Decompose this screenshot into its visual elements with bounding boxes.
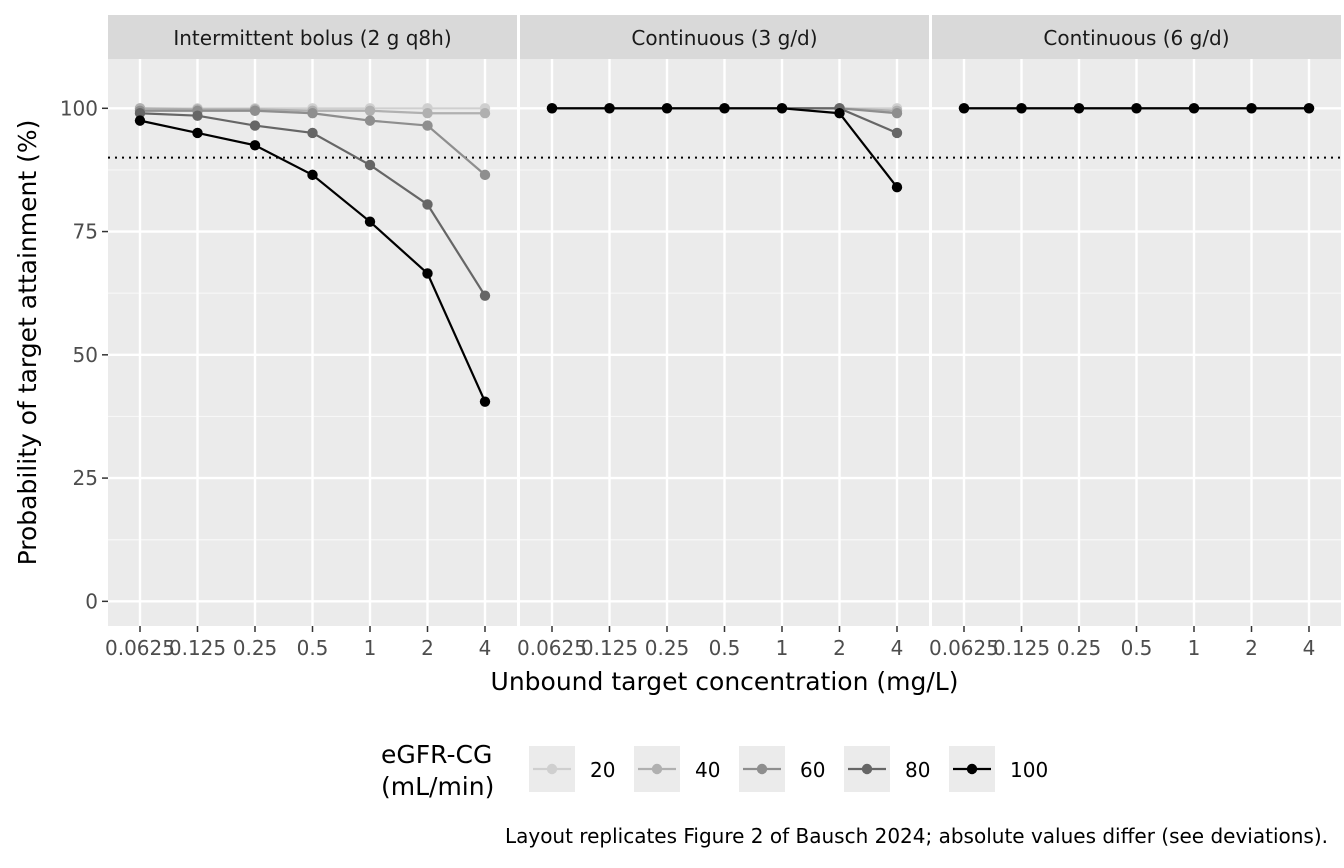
x-tick-label: 2 bbox=[833, 636, 846, 660]
data-point-100 bbox=[422, 268, 433, 279]
facet-strip bbox=[520, 15, 929, 59]
data-point-80 bbox=[891, 127, 903, 139]
x-tick-label: 0.5 bbox=[297, 636, 329, 660]
data-point-40 bbox=[364, 105, 376, 116]
data-point-100 bbox=[479, 396, 491, 407]
legend-title: eGFR-CG bbox=[381, 740, 492, 769]
y-tick-label: 75 bbox=[73, 220, 98, 244]
data-point-100 bbox=[958, 103, 970, 114]
data-point-60 bbox=[364, 115, 376, 126]
data-point-100 bbox=[364, 216, 376, 227]
legend-key-point bbox=[966, 763, 978, 775]
x-axis-title: Unbound target concentration (mg/L) bbox=[491, 667, 959, 696]
facet-title: Intermittent bolus (2 g q8h) bbox=[173, 26, 451, 50]
x-tick-label: 0.5 bbox=[709, 636, 741, 660]
x-tick-label: 0.125 bbox=[993, 636, 1050, 660]
x-tick-label: 4 bbox=[1303, 636, 1316, 660]
facet-strip bbox=[108, 15, 517, 59]
data-point-40 bbox=[422, 108, 433, 119]
x-tick-label: 0.25 bbox=[1057, 636, 1102, 660]
x-tick-label: 1 bbox=[776, 636, 789, 660]
y-tick-label: 100 bbox=[60, 96, 98, 120]
x-tick-label: 2 bbox=[1245, 636, 1258, 660]
data-point-100 bbox=[1131, 103, 1142, 114]
caption: Layout replicates Figure 2 of Bausch 202… bbox=[505, 824, 1328, 848]
legend-title: (mL/min) bbox=[381, 772, 494, 801]
legend-label: 80 bbox=[905, 758, 930, 782]
x-tick-label: 0.25 bbox=[645, 636, 690, 660]
data-point-100 bbox=[834, 108, 845, 119]
legend-key-point bbox=[546, 763, 558, 775]
data-point-60 bbox=[422, 120, 433, 131]
data-point-100 bbox=[1188, 103, 1200, 114]
facet-title: Continuous (6 g/d) bbox=[1043, 26, 1229, 50]
data-point-60 bbox=[249, 105, 261, 116]
x-tick-label: 1 bbox=[1188, 636, 1201, 660]
data-point-80 bbox=[192, 110, 203, 121]
data-point-100 bbox=[891, 181, 903, 193]
facet-title: Continuous (3 g/d) bbox=[631, 26, 817, 50]
x-tick-label: 0.25 bbox=[233, 636, 278, 660]
y-tick-label: 50 bbox=[73, 343, 98, 367]
x-tick-label: 0.125 bbox=[581, 636, 638, 660]
facet-strip bbox=[932, 15, 1341, 59]
data-point-100 bbox=[192, 127, 203, 139]
y-axis-title: Probability of target attainment (%) bbox=[13, 120, 42, 566]
data-point-100 bbox=[1073, 103, 1085, 114]
data-point-100 bbox=[661, 103, 673, 114]
data-point-80 bbox=[249, 120, 261, 131]
legend-key-point bbox=[756, 763, 768, 775]
data-point-100 bbox=[776, 103, 788, 114]
data-point-80 bbox=[422, 199, 433, 210]
data-point-80 bbox=[134, 108, 146, 119]
data-point-100 bbox=[604, 103, 615, 114]
data-point-100 bbox=[134, 115, 146, 126]
x-tick-label: 0.125 bbox=[169, 636, 226, 660]
data-point-100 bbox=[1016, 103, 1027, 114]
data-point-100 bbox=[719, 103, 730, 114]
data-point-80 bbox=[307, 127, 318, 139]
data-point-60 bbox=[479, 169, 491, 181]
x-tick-label: 0.0625 bbox=[105, 636, 175, 660]
legend-key-point bbox=[861, 763, 873, 775]
x-tick-label: 0.5 bbox=[1121, 636, 1153, 660]
x-tick-label: 4 bbox=[479, 636, 492, 660]
data-point-100 bbox=[1246, 103, 1257, 114]
data-point-60 bbox=[891, 108, 903, 119]
data-point-40 bbox=[479, 108, 491, 119]
data-point-60 bbox=[307, 108, 318, 119]
data-point-80 bbox=[479, 290, 491, 301]
x-tick-label: 4 bbox=[891, 636, 904, 660]
legend-label: 60 bbox=[800, 758, 825, 782]
x-tick-label: 0.0625 bbox=[929, 636, 999, 660]
data-point-100 bbox=[307, 169, 318, 181]
legend-label: 20 bbox=[590, 758, 615, 782]
legend-label: 100 bbox=[1010, 758, 1048, 782]
data-point-100 bbox=[1303, 103, 1315, 114]
x-tick-label: 2 bbox=[421, 636, 434, 660]
x-tick-label: 1 bbox=[364, 636, 377, 660]
data-point-100 bbox=[249, 140, 261, 151]
data-point-80 bbox=[364, 159, 376, 171]
data-point-100 bbox=[546, 103, 558, 114]
legend-label: 40 bbox=[695, 758, 720, 782]
y-tick-label: 0 bbox=[85, 589, 98, 613]
y-tick-label: 25 bbox=[73, 466, 98, 490]
x-tick-label: 0.0625 bbox=[517, 636, 587, 660]
legend: eGFR-CG (mL/min) 20 40 60 80 100 bbox=[381, 740, 1048, 801]
legend-key-point bbox=[651, 763, 663, 775]
